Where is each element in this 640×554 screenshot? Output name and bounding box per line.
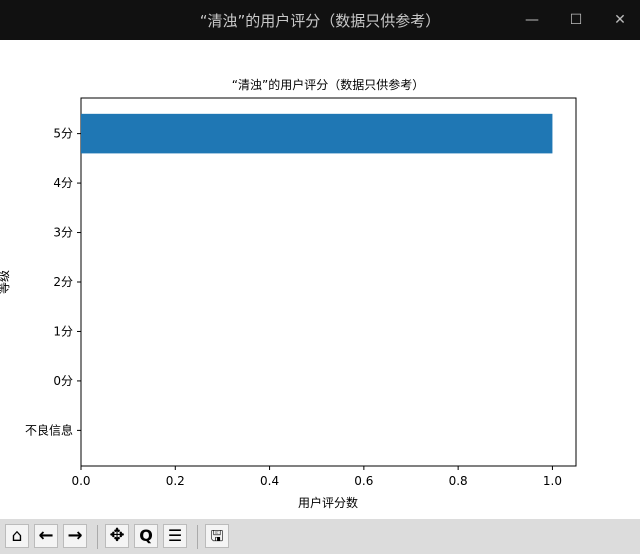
bar-5分 bbox=[81, 113, 553, 154]
toolbar-separator bbox=[97, 525, 98, 549]
y-tick-label: 2分 bbox=[53, 275, 73, 289]
y-tick-label: 不良信息 bbox=[25, 422, 73, 437]
y-tick-label: 3分 bbox=[53, 226, 73, 240]
toolbar-separator bbox=[197, 525, 198, 549]
maximize-button[interactable]: ☐ bbox=[569, 12, 583, 28]
forward-arrow-icon: → bbox=[67, 525, 83, 546]
y-tick-label: 0分 bbox=[53, 374, 73, 388]
save-icon: 🖫 bbox=[210, 527, 224, 545]
y-tick-label: 5分 bbox=[53, 127, 73, 141]
chart-title: “清浊”的用户评分（数据只供参考） bbox=[232, 77, 424, 92]
configure-subplots-icon: ☰ bbox=[167, 526, 183, 545]
back-arrow-icon: ← bbox=[38, 525, 54, 546]
x-tick-label: 0.2 bbox=[166, 474, 185, 488]
back-button[interactable]: ← bbox=[34, 524, 58, 548]
zoom-magnifier-icon: Q bbox=[139, 526, 153, 545]
navigation-toolbar: ⌂ ← → ✥ Q ☰ 🖫 bbox=[0, 519, 640, 554]
window-title: “清浊”的用户评分（数据只供参考） bbox=[199, 12, 441, 30]
window-titlebar: “清浊”的用户评分（数据只供参考） — ☐ ✕ bbox=[0, 0, 640, 40]
minimize-button[interactable]: — bbox=[525, 12, 539, 28]
x-tick-label: 0.8 bbox=[449, 474, 468, 488]
bar-chart: “清浊”的用户评分（数据只供参考） 不良信息 0分 1分 2分 3分 4分 5分 0.0 0.… bbox=[0, 77, 577, 510]
close-button[interactable]: ✕ bbox=[614, 12, 626, 28]
x-tick-label: 0.0 bbox=[71, 474, 90, 488]
y-tick-label: 4分 bbox=[53, 176, 73, 190]
configure-subplots-button[interactable]: ☰ bbox=[163, 524, 187, 548]
y-axis-label: 等级 bbox=[0, 270, 11, 294]
home-button[interactable]: ⌂ bbox=[5, 524, 29, 548]
x-axis-label: 用户评分数 bbox=[298, 495, 358, 510]
forward-button[interactable]: → bbox=[63, 524, 87, 548]
pan-button[interactable]: ✥ bbox=[105, 524, 129, 548]
home-icon: ⌂ bbox=[11, 526, 23, 546]
zoom-button[interactable]: Q bbox=[134, 524, 158, 548]
x-tick-label: 0.4 bbox=[260, 474, 279, 488]
x-tick-label: 0.6 bbox=[354, 474, 373, 488]
x-tick-label: 1.0 bbox=[543, 474, 562, 488]
save-button[interactable]: 🖫 bbox=[205, 524, 229, 548]
pan-icon: ✥ bbox=[109, 525, 125, 546]
plot-area bbox=[80, 97, 577, 467]
y-tick-label: 1分 bbox=[53, 324, 73, 338]
